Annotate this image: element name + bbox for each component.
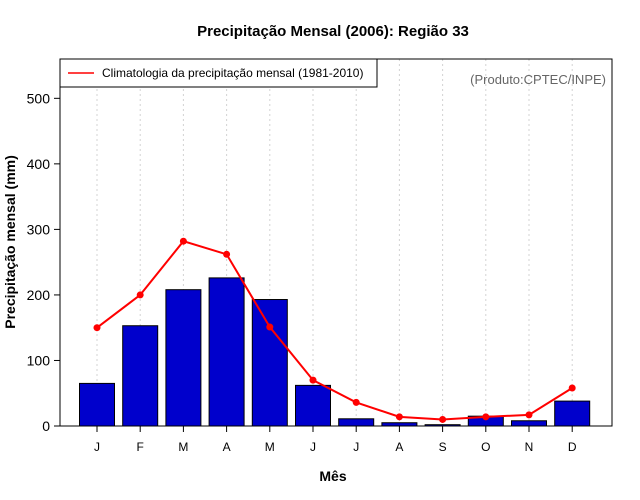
climatology-point (309, 376, 317, 384)
x-tick-label: M (178, 440, 188, 454)
credit-text: (Produto:CPTEC/INPE) (470, 72, 606, 87)
x-axis-label: Mês (319, 468, 346, 484)
climatology-point (568, 384, 576, 392)
climatology-point (395, 413, 403, 421)
climatology-point (352, 398, 360, 406)
x-tick-label: J (310, 440, 316, 454)
climatology-point (179, 237, 187, 245)
climatology-point (266, 323, 274, 331)
x-tick-label: S (439, 440, 447, 454)
legend: Climatologia da precipitação mensal (198… (59, 58, 378, 88)
x-tick-label: A (223, 440, 231, 454)
y-tick-label: 500 (27, 90, 51, 106)
bar (79, 382, 115, 427)
legend-label: Climatologia da precipitação mensal (198… (102, 66, 363, 80)
bar (295, 384, 331, 427)
bar (251, 299, 288, 427)
x-tick-label: D (568, 440, 577, 454)
climatology-point (525, 411, 533, 419)
chart-title: Precipitação Mensal (2006): Região 33 (197, 23, 469, 40)
bar (122, 325, 159, 427)
bar (165, 289, 202, 427)
bar (511, 420, 547, 427)
x-tick-label: A (395, 440, 403, 454)
y-axis: 0 100 200 300 400 500 (27, 90, 60, 434)
climatology-point (223, 250, 231, 258)
bar (338, 418, 375, 427)
y-tick-label: 200 (27, 287, 51, 303)
climatology-point (136, 291, 144, 299)
y-tick-label: 0 (42, 418, 50, 434)
x-tick-label: J (353, 440, 359, 454)
x-tick-label: O (481, 440, 490, 454)
y-tick-label: 400 (27, 156, 51, 172)
y-tick-label: 100 (27, 352, 51, 368)
bar (554, 400, 591, 427)
climatology-point (482, 413, 490, 421)
x-tick-label: J (94, 440, 100, 454)
y-axis-label: Precipitação mensal (mm) (2, 155, 18, 329)
y-tick-label: 300 (27, 221, 51, 237)
legend-box (59, 58, 378, 88)
x-tick-label: F (137, 440, 144, 454)
bar (208, 277, 245, 427)
climatology-point (93, 324, 101, 332)
climatology-point (439, 415, 447, 423)
climatology-line (93, 237, 576, 423)
climatology-polyline (96, 240, 573, 421)
bars (79, 277, 591, 427)
x-tick-label: M (265, 440, 275, 454)
x-tick-label: N (525, 440, 534, 454)
